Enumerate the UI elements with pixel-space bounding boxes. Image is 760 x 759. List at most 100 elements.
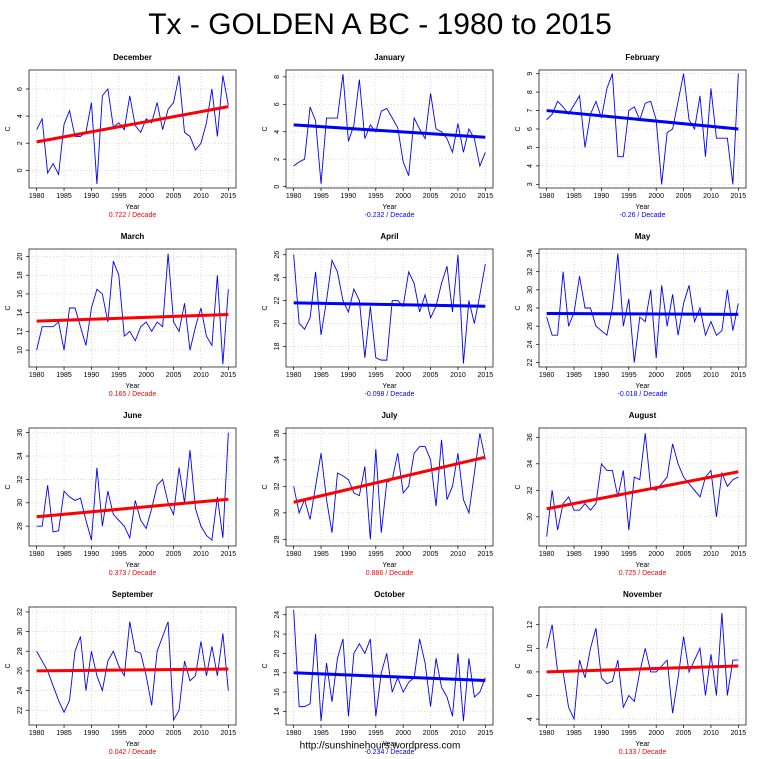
trend-line	[36, 497, 229, 519]
x-tick-label: 1980	[29, 551, 45, 558]
x-tick-label: 2010	[193, 193, 209, 200]
x-tick-label: 2005	[423, 730, 439, 737]
x-tick-label: 1985	[313, 372, 329, 379]
x-tick-label: 1985	[313, 730, 329, 737]
data-line	[546, 253, 739, 363]
panel-title: November	[623, 590, 662, 599]
x-tick-label: 2005	[423, 372, 439, 379]
plot-frame	[285, 69, 494, 189]
data-line	[546, 433, 739, 537]
x-tick-label: 1990	[594, 193, 610, 200]
panel-title: March	[121, 232, 145, 241]
x-tick-label: 1980	[539, 730, 555, 737]
x-axis-label: Year	[382, 562, 397, 569]
y-tick-label: 32	[527, 268, 534, 276]
x-tick-label: 1980	[29, 730, 45, 737]
x-tick-label: 2010	[450, 193, 466, 200]
x-tick-label: 1995	[621, 730, 637, 737]
x-tick-label: 2000	[138, 372, 154, 379]
y-tick-label: 26	[17, 667, 24, 675]
trend-label: -0.098 / Decade	[365, 391, 415, 398]
x-tick-label: 1990	[341, 551, 357, 558]
data-line	[293, 74, 486, 184]
x-tick-label: 2010	[450, 372, 466, 379]
data-line	[36, 432, 229, 542]
plot-frame	[285, 606, 494, 726]
x-tick-label: 1985	[566, 551, 582, 558]
x-tick-label: 2015	[478, 730, 494, 737]
y-tick-label: 22	[17, 706, 24, 714]
y-tick-label: 6	[17, 87, 24, 91]
y-tick-label: 24	[274, 274, 281, 282]
x-tick-label: 1995	[111, 551, 127, 558]
plot-frame	[538, 427, 747, 547]
x-tick-label: 2015	[221, 193, 237, 200]
x-tick-label: 1980	[29, 193, 45, 200]
data-line	[293, 254, 486, 364]
x-tick-label: 2015	[731, 372, 747, 379]
x-tick-label: 1985	[566, 730, 582, 737]
x-tick-label: 2010	[193, 551, 209, 558]
x-tick-label: 2010	[193, 730, 209, 737]
trend-line	[546, 109, 739, 131]
x-tick-label: 2005	[166, 193, 182, 200]
y-tick-label: 12	[527, 621, 534, 629]
trend-line	[36, 667, 229, 673]
x-tick-label: 2010	[450, 551, 466, 558]
plot-frame	[538, 248, 747, 368]
y-tick-label: 2	[17, 141, 24, 145]
y-axis-label: C	[515, 305, 522, 310]
panel-title: September	[112, 590, 153, 599]
x-tick-label: 1985	[56, 730, 72, 737]
y-axis-label: C	[262, 484, 269, 489]
y-tick-label: 2	[274, 157, 281, 161]
y-tick-label: 4	[274, 130, 281, 134]
y-tick-label: 26	[274, 251, 281, 259]
y-tick-label: 28	[274, 535, 281, 543]
y-tick-label: 34	[274, 456, 281, 464]
y-tick-label: 30	[527, 513, 534, 521]
x-tick-label: 1990	[84, 372, 100, 379]
trend-line	[293, 123, 486, 139]
trend-line	[546, 664, 739, 674]
y-tick-label: 5	[527, 145, 534, 149]
x-tick-label: 2005	[676, 730, 692, 737]
trend-label: 0.725 / Decade	[619, 570, 667, 577]
y-tick-label: 4	[527, 164, 534, 168]
plot-frame	[28, 606, 237, 726]
y-tick-label: 6	[274, 102, 281, 106]
trend-label: 0.165 / Decade	[109, 391, 157, 398]
trend-label: 0.373 / Decade	[109, 570, 157, 577]
plot-frame	[28, 69, 237, 189]
plot-frame	[538, 69, 747, 189]
x-tick-label: 1990	[84, 730, 100, 737]
x-tick-label: 2015	[221, 372, 237, 379]
y-tick-label: 10	[17, 346, 24, 354]
y-tick-label: 20	[274, 319, 281, 327]
x-tick-label: 2000	[138, 193, 154, 200]
panel-title: July	[381, 411, 398, 420]
x-tick-label: 2010	[703, 730, 719, 737]
x-tick-label: 2005	[423, 193, 439, 200]
trend-line	[293, 671, 486, 683]
x-tick-label: 1980	[539, 193, 555, 200]
y-axis-label: C	[5, 484, 12, 489]
x-tick-label: 1985	[56, 193, 72, 200]
y-tick-label: 14	[274, 707, 281, 715]
x-tick-label: 2000	[138, 730, 154, 737]
y-tick-label: 32	[17, 608, 24, 616]
x-tick-label: 1995	[621, 372, 637, 379]
trend-line	[36, 313, 229, 323]
x-tick-label: 1990	[84, 551, 100, 558]
y-tick-label: 22	[527, 358, 534, 366]
x-tick-label: 2010	[193, 372, 209, 379]
y-tick-label: 24	[17, 687, 24, 695]
y-tick-label: 36	[17, 429, 24, 437]
x-tick-label: 1980	[29, 372, 45, 379]
x-tick-label: 2000	[648, 193, 664, 200]
y-tick-label: 32	[17, 475, 24, 483]
y-tick-label: 20	[17, 252, 24, 260]
x-tick-label: 1985	[313, 551, 329, 558]
x-tick-label: 1995	[368, 372, 384, 379]
